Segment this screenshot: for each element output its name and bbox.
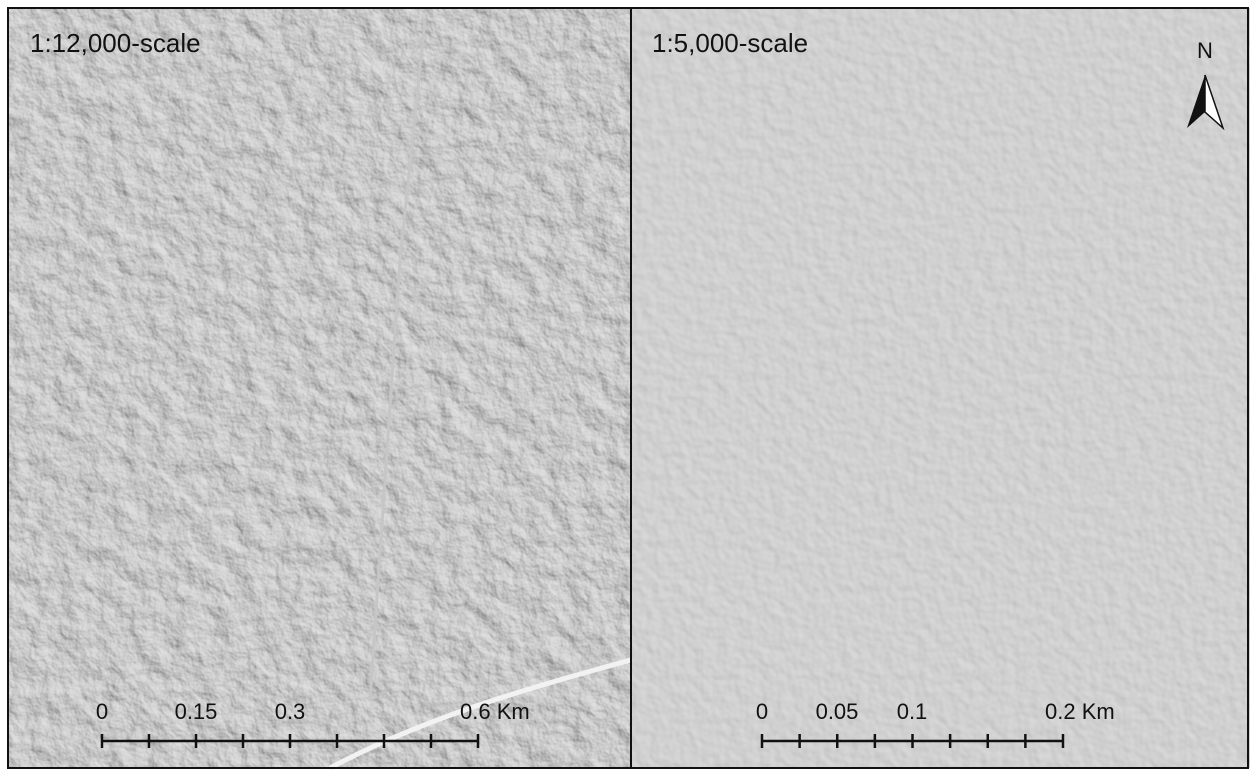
linear-feature — [328, 657, 632, 771]
panel-title: 1:5,000-scale — [652, 28, 808, 58]
north-label: N — [1197, 38, 1213, 63]
hillshade — [631, 8, 1250, 768]
hillshade — [8, 8, 631, 768]
left-panel: 1:12,000-scale 0 0.15 0.3 0.6 Km — [8, 8, 632, 771]
scale-bar — [100, 734, 480, 748]
scale-label: 0.1 — [897, 699, 928, 724]
right-panel: 1:5,000-scale N 0 0.05 0.1 0.2 Km — [631, 8, 1250, 768]
scale-label: 0.6 Km — [460, 699, 530, 724]
scale-label: 0.3 — [275, 699, 306, 724]
north-arrow — [1204, 74, 1225, 131]
linear-feature — [368, 19, 427, 701]
scale-label: 0.15 — [175, 699, 218, 724]
scale-bar — [760, 734, 1065, 748]
scale-label: 0.05 — [816, 699, 859, 724]
scale-label: 0 — [96, 699, 108, 724]
scale-label: 0 — [756, 699, 768, 724]
scale-label: 0.2 Km — [1045, 699, 1115, 724]
frame — [7, 7, 1249, 769]
panel-title: 1:12,000-scale — [30, 28, 201, 58]
north-arrow — [1187, 75, 1205, 128]
